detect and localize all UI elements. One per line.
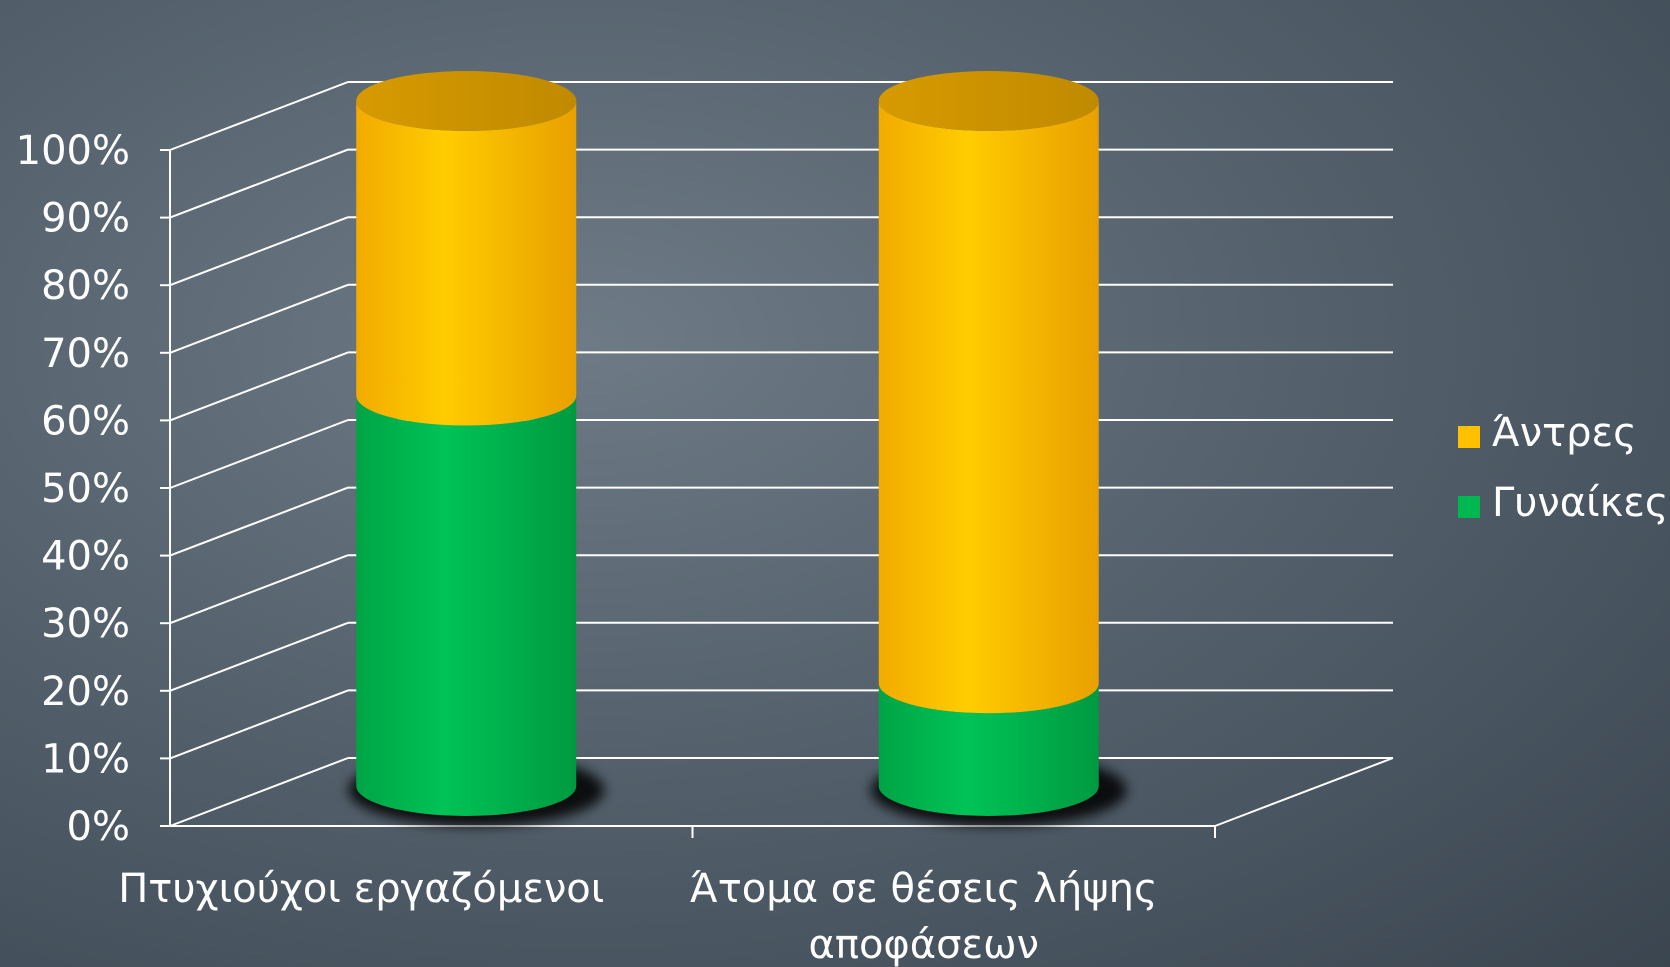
gridline-side-100% — [169, 81, 349, 151]
gridline-side-50% — [169, 419, 349, 489]
gridline-side-80% — [169, 216, 349, 287]
bars-layer — [348, 71, 1127, 826]
ytick-label: 50% — [41, 466, 130, 512]
gridline-side-30% — [169, 554, 349, 625]
ytick-label: 90% — [41, 196, 130, 242]
bar-Γυναίκες-0 — [356, 395, 577, 816]
category-label: αποφάσεων — [809, 922, 1040, 967]
axis-layer — [160, 149, 1394, 838]
gridline-side-70% — [169, 283, 349, 354]
gridline-side-0% — [169, 757, 349, 827]
ytick-label: 60% — [41, 398, 130, 444]
ytick-label: 20% — [41, 669, 130, 715]
gridline-side-90% — [169, 148, 349, 219]
ytick-label: 100% — [16, 128, 130, 174]
ytick-label: 30% — [41, 601, 130, 647]
bar-Άντρες-1 — [878, 101, 1099, 714]
gridline-side-20% — [169, 621, 349, 692]
gridline-side-60% — [169, 351, 349, 422]
ytick-label: 80% — [41, 263, 130, 309]
legend-swatch — [1458, 426, 1480, 448]
ytick-label: 40% — [41, 534, 130, 580]
legend-label: Άντρες — [1492, 410, 1637, 456]
gridline-side-40% — [169, 486, 349, 557]
ytick-label: 10% — [41, 736, 130, 782]
ytick-label: 70% — [41, 331, 130, 377]
gridline-side-10% — [169, 689, 349, 760]
grid-layer — [169, 81, 1393, 827]
category-label: Άτομα σε θέσεις λήψης — [690, 866, 1158, 912]
text-layer: 0% 10% 20% 30% 40% 50% 60% 70% 80% 90% 100% Πτυχιού… — [16, 128, 1669, 967]
cylinder-top-cap — [356, 71, 577, 131]
floor-edge-right — [1214, 757, 1394, 827]
category-label: Πτυχιούχοι εργαζόμενοι — [118, 866, 604, 912]
ytick-label: 0% — [67, 804, 130, 850]
bar-Γυναίκες-1 — [878, 683, 1099, 816]
bar-Άντρες-0 — [356, 101, 577, 426]
cylinder-top-cap — [878, 71, 1099, 131]
legend-swatch — [1458, 496, 1480, 518]
legend-label: Γυναίκες — [1492, 480, 1668, 526]
